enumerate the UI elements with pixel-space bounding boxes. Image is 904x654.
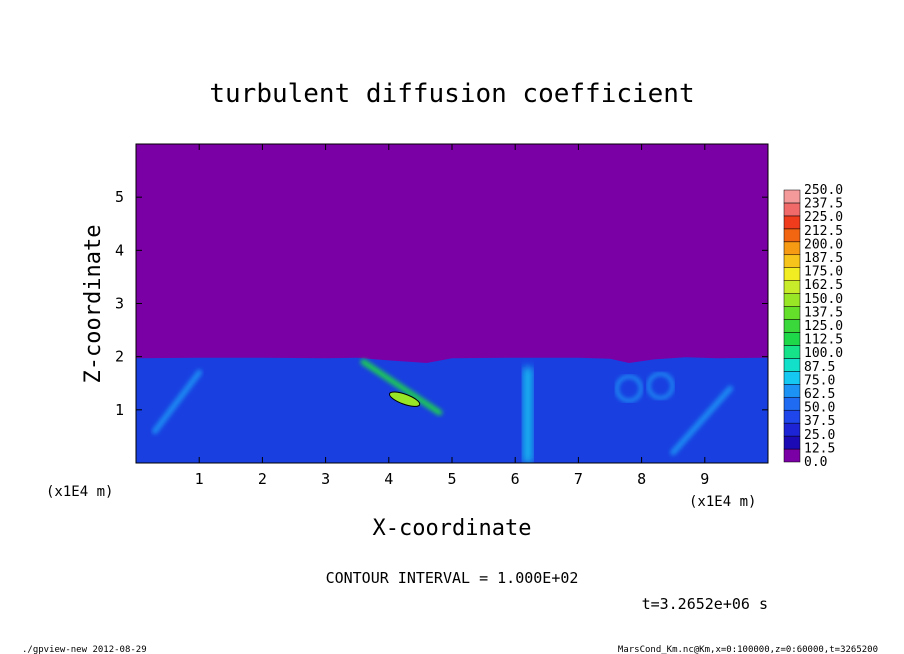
feature-plume-0 [522, 367, 533, 463]
colorbar-label: 62.5 [804, 387, 835, 402]
colorbar-label: 125.0 [804, 319, 843, 334]
colorbar-swatch [783, 241, 801, 256]
colorbar-swatch [783, 306, 801, 320]
colorbar-swatch [783, 293, 801, 307]
colorbar-label: 200.0 [804, 237, 843, 252]
colorbar-label: 75.0 [804, 373, 835, 388]
colorbar-swatch [783, 189, 801, 204]
colorbar-label: 37.5 [804, 414, 835, 429]
x-axis-label: X-coordinate [373, 516, 532, 541]
colorbar-label: 50.0 [804, 401, 835, 416]
colorbar-label: 212.5 [804, 224, 843, 239]
colorbar-swatch [783, 396, 801, 411]
z-tick-label: 5 [115, 188, 124, 206]
colorbar-swatch [783, 319, 801, 333]
colorbar-label: 175.0 [804, 265, 843, 280]
colorbar-swatch [783, 332, 801, 346]
colorbar-swatch [783, 254, 801, 268]
colorbar-label: 250.0 [804, 183, 843, 198]
footer-left: ./gpview-new 2012-08-29 [22, 645, 147, 654]
turbulence-features [151, 358, 734, 463]
feature-streak-3 [151, 369, 203, 435]
colorbar-label: 137.5 [804, 305, 843, 320]
colorbar-swatch [783, 228, 801, 243]
feature-patch-2 [388, 391, 421, 407]
z-tick-label: 4 [115, 241, 124, 259]
z-tick-label: 3 [115, 295, 124, 313]
x-tick-label: 7 [574, 470, 583, 488]
colorbar-label: 100.0 [804, 346, 843, 361]
colorbar-label: 150.0 [804, 292, 843, 307]
colorbar-swatch [783, 215, 801, 230]
feature-swirl-4 [614, 374, 643, 403]
time-text: t=3.2652e+06 s [642, 595, 768, 613]
colorbar-label: 237.5 [804, 197, 843, 212]
contour-interval-text: CONTOUR INTERVAL = 1.000E+02 [326, 569, 579, 587]
x-unit-left: (x1E4 m) [46, 484, 113, 500]
x-tick-label: 5 [447, 470, 456, 488]
x-tick-label: 6 [511, 470, 520, 488]
footer-right: MarsCond_Km.nc@Km,x=0:100000,z=0:60000,t… [618, 645, 878, 654]
z-tick-label: 2 [115, 348, 124, 366]
y-axis-label: Z-coordinate [81, 225, 106, 384]
x-axis-ticks: 1 2 3 4 5 6 7 8 9 [195, 144, 709, 488]
feature-swirl-5 [646, 371, 675, 400]
colorbar-swatch [783, 409, 801, 424]
x-tick-label: 9 [700, 470, 709, 488]
x-tick-label: 2 [258, 470, 267, 488]
colorbar-swatch [783, 267, 801, 281]
colorbar-swatch [783, 435, 801, 450]
colorbar-swatch [783, 384, 801, 398]
chart-title: turbulent diffusion coefficient [209, 79, 694, 109]
colorbar-label: 25.0 [804, 428, 835, 443]
z-tick-label: 1 [115, 401, 124, 419]
x-tick-label: 4 [384, 470, 393, 488]
colorbar-swatch [783, 422, 801, 437]
plot-area [136, 144, 768, 463]
colorbar-label: 225.0 [804, 210, 843, 225]
colorbar-label: 112.5 [804, 333, 843, 348]
colorbar-swatch [783, 448, 801, 463]
x-tick-label: 3 [321, 470, 330, 488]
z-axis-ticks: 1 2 3 4 5 [115, 188, 768, 419]
x-tick-label: 1 [195, 470, 204, 488]
feature-streak-1 [360, 358, 443, 416]
colorbar-label: 187.5 [804, 251, 843, 266]
colorbar-label: 12.5 [804, 441, 835, 456]
colorbar-swatch [783, 358, 801, 372]
colorbar-swatch [783, 280, 801, 294]
x-tick-label: 8 [637, 470, 646, 488]
colorbar-swatch [783, 345, 801, 359]
feature-streak-6 [670, 385, 734, 456]
boundary-layer [136, 357, 768, 463]
x-unit-right: (x1E4 m) [689, 494, 756, 510]
colorbar: 0.012.525.037.550.062.575.087.5100.0112.… [783, 183, 843, 470]
colorbar-label: 0.0 [804, 455, 827, 470]
colorbar-label: 87.5 [804, 360, 835, 375]
colorbar-swatch [783, 202, 801, 217]
colorbar-label: 162.5 [804, 278, 843, 293]
colorbar-swatch [783, 371, 801, 385]
